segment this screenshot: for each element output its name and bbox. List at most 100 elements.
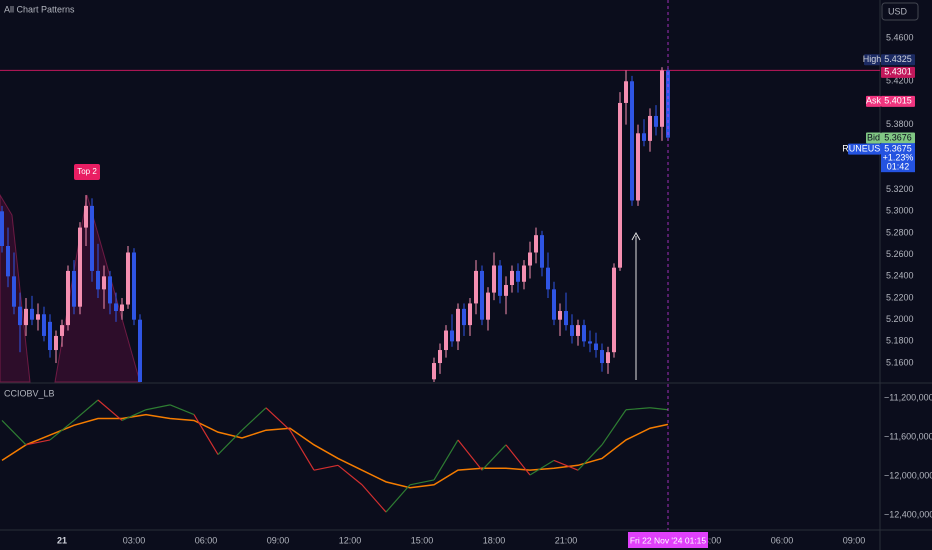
candle-body — [624, 81, 629, 103]
obv-segment — [49, 419, 75, 441]
last-box — [881, 143, 915, 173]
obv-segment — [145, 404, 171, 411]
candle-body — [546, 267, 551, 290]
candle-body — [648, 115, 653, 141]
candle-body — [582, 325, 587, 342]
annotation-text: Top 2 — [77, 167, 97, 176]
obv-segment — [73, 399, 99, 421]
y-tick-label: 5.4200 — [886, 76, 914, 86]
obv-segment — [457, 439, 483, 471]
candle-body — [125, 252, 130, 305]
ask-value-box — [881, 95, 915, 107]
candle-body — [480, 270, 485, 320]
obv-segment — [265, 407, 291, 431]
y2-tick-label: −12,400,000 — [884, 509, 932, 519]
x-tick-label: 21 — [57, 535, 67, 545]
last-name-box — [848, 143, 881, 155]
candle-body — [47, 321, 52, 351]
candle-body — [534, 235, 539, 253]
candle-body — [474, 270, 479, 304]
candle-body — [654, 115, 659, 127]
obv-segment — [313, 464, 339, 471]
candle-body — [77, 227, 82, 307]
candle-body — [618, 102, 623, 268]
candle-body — [504, 285, 509, 296]
candle-body — [498, 265, 503, 296]
obv-segment — [625, 407, 651, 411]
x-tick-label: 06:00 — [195, 535, 218, 545]
candle-body — [95, 270, 100, 290]
candle-body — [564, 311, 569, 326]
bid-name: Bid — [867, 132, 880, 142]
candle-body — [113, 303, 118, 312]
price-labels: High 5.4325 5.4301 Ask 5.4015 Bid 5.3676 RUNEUS… — [842, 54, 915, 173]
candle-body — [450, 330, 455, 342]
candle-body — [594, 343, 599, 351]
candle-body — [119, 304, 124, 312]
obv-segment — [529, 459, 555, 476]
x-tick-label: 03:00 — [699, 535, 722, 545]
crosshair-label: Fri 22 Nov '24 01:15 — [630, 535, 707, 545]
y-tick-label: 5.2400 — [886, 271, 914, 281]
candle-body — [558, 311, 563, 320]
indicator-title: CCIOBV_LB — [4, 388, 55, 398]
y-tick-label: 5.3000 — [886, 206, 914, 216]
candle-body — [71, 270, 76, 307]
chart-title: All Chart Patterns — [4, 4, 75, 14]
candle-body — [29, 308, 34, 320]
y-tick-label: 5.2000 — [886, 314, 914, 324]
candle-body — [35, 314, 40, 320]
candle-body — [570, 325, 575, 336]
y2-tick-label: −12,000,000 — [884, 470, 932, 480]
bid-value: 5.3676 — [884, 132, 912, 142]
bid-value-box — [881, 132, 915, 144]
currency-label[interactable]: USD — [888, 6, 908, 16]
high-value-box — [881, 54, 915, 66]
currency-button[interactable] — [881, 2, 919, 21]
x-tick-label: 09:00 — [843, 535, 866, 545]
candle-body — [462, 308, 467, 326]
candle-body — [431, 363, 436, 380]
candle-body — [468, 303, 473, 326]
obv-segment — [481, 444, 507, 471]
line-value-box — [881, 66, 915, 78]
candle-body — [17, 306, 22, 326]
candle-body — [636, 133, 641, 201]
obv-segment — [169, 404, 195, 416]
y-tick-label: 5.3800 — [886, 119, 914, 129]
last-value: 5.3675 — [884, 144, 912, 154]
candle-body — [131, 252, 136, 320]
candle-body — [53, 335, 58, 351]
y2-tick-label: −11,600,000 — [884, 431, 932, 441]
line-value: 5.4301 — [884, 67, 912, 77]
y2-tick-label: −11,200,000 — [884, 392, 932, 402]
candle-body — [528, 252, 533, 266]
crosshair-label-box — [628, 532, 709, 548]
y-tick-label: 5.2200 — [886, 292, 914, 302]
candle-body — [552, 289, 557, 320]
x-tick-label: 12:00 — [339, 535, 362, 545]
obv-segment — [289, 429, 315, 471]
arrow-head — [631, 231, 641, 241]
y-tick-label: 5.1800 — [886, 336, 914, 346]
x-tick-label: 06:00 — [771, 535, 794, 545]
y-tick-label: 5.2600 — [886, 249, 914, 259]
candle-body — [11, 276, 16, 307]
candle-body — [0, 211, 4, 246]
y-tick-label: 5.3200 — [886, 184, 914, 194]
x-tick-label: 09:00 — [267, 535, 290, 545]
candle-body — [612, 267, 617, 353]
ask-value: 5.4015 — [884, 96, 912, 106]
obv-segment — [241, 407, 267, 431]
candle-body — [606, 352, 611, 364]
candle-body — [576, 325, 581, 336]
bid-name-box — [866, 132, 881, 144]
obv-segment — [505, 444, 531, 476]
candle-body — [540, 235, 545, 268]
obv-segment — [385, 484, 411, 513]
candle-body — [510, 270, 515, 286]
obv-segment — [193, 414, 219, 455]
ask-name-box — [866, 95, 881, 107]
obv-segment — [601, 409, 627, 446]
